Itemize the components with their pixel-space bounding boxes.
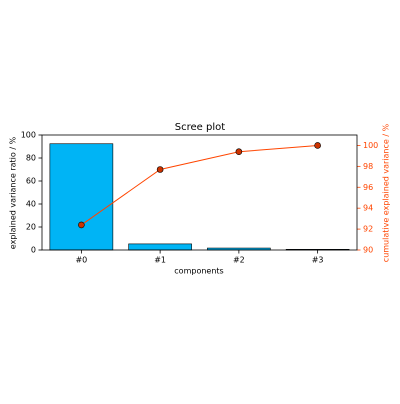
y-tick-label: 80 [26,154,36,163]
y2-tick-label: 98 [363,162,373,171]
y-tick-label: 100 [21,131,36,140]
chart-title: Scree plot [175,122,225,133]
point [156,166,164,173]
y2-tick-label: 92 [363,225,373,234]
x-axis-label: components [174,267,223,276]
plot-frame [41,134,358,251]
bar [49,143,114,251]
y2-axis-label: cumulative explained variance / % [382,123,391,262]
x-tick-label: #2 [233,256,245,265]
y-tick-label: 0 [31,246,36,255]
x-tick-label: #0 [75,256,87,265]
y2-tick-label: 94 [363,204,373,213]
line [81,144,318,226]
y2-tick-label: 96 [363,183,373,192]
y-tick-label: 20 [26,223,36,232]
x-tick-label: #1 [154,256,166,265]
x-tick-label: #3 [312,256,324,265]
point [235,148,243,156]
bar [128,243,192,251]
y-tick-label: 60 [26,177,36,186]
point [314,142,321,149]
y-axis-label: explained variance ratio / % [9,136,18,249]
y2-tick-label: 90 [363,246,373,255]
y2-tick-label: 100 [363,141,378,150]
point [78,221,85,229]
y-tick-label: 40 [26,200,36,209]
